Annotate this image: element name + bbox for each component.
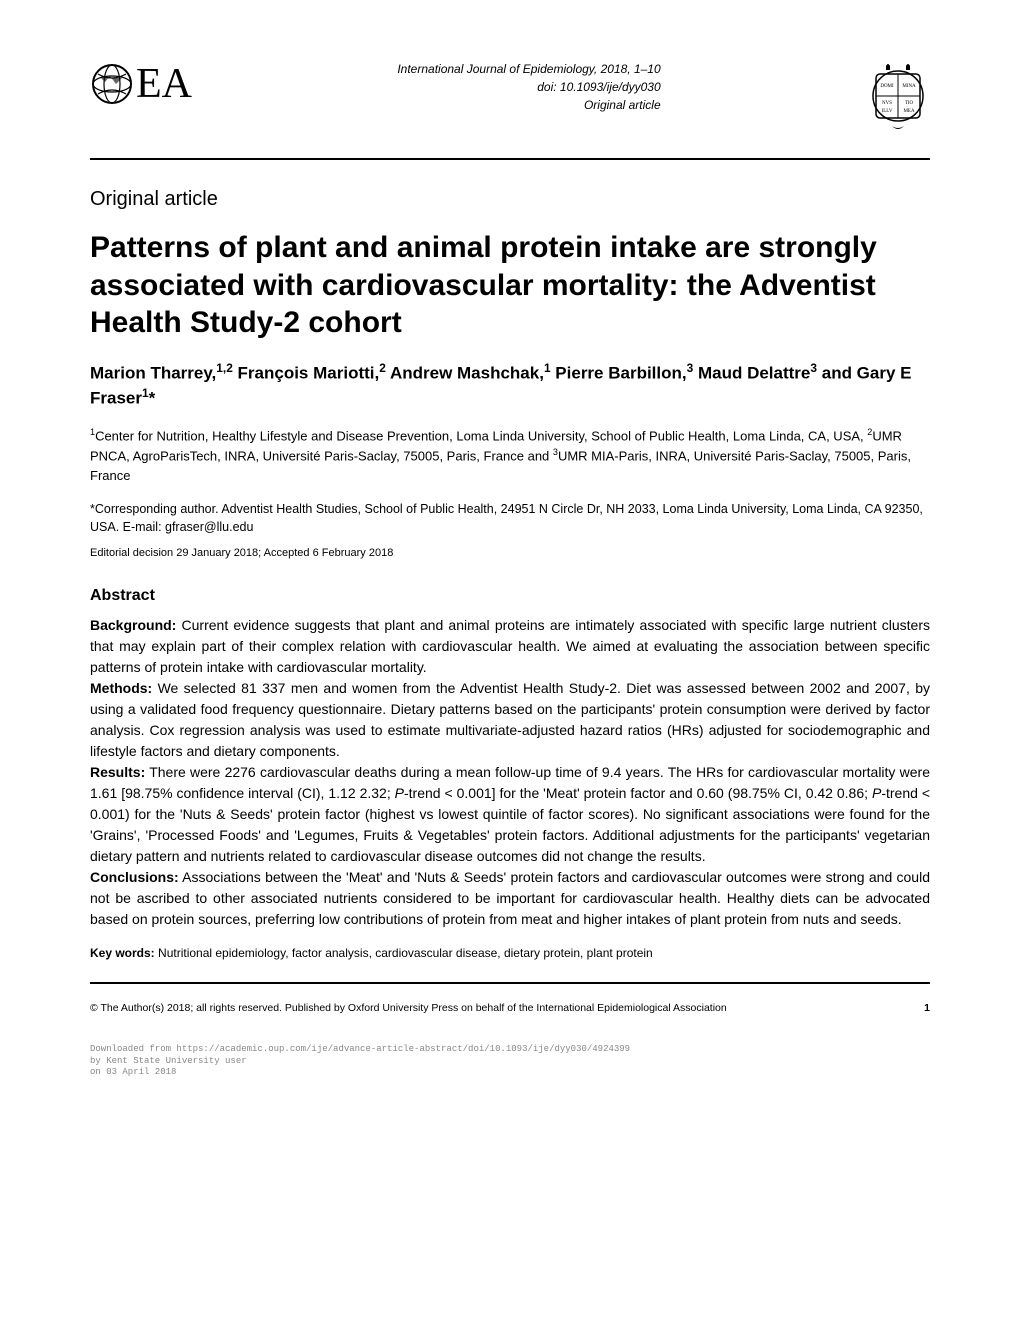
oxford-logo: DOMI MINA NVS TIO ILLV MEA [866, 60, 930, 138]
keywords: Key words: Nutritional epidemiology, fac… [90, 946, 930, 960]
download-info: Downloaded from https://academic.oup.com… [90, 1044, 930, 1079]
iea-letter-e: E [136, 60, 162, 108]
header-row: E A International Journal of Epidemiolog… [90, 60, 930, 138]
keywords-label: Key words: [90, 946, 155, 960]
editorial-dates: Editorial decision 29 January 2018; Acce… [90, 547, 930, 559]
svg-text:MINA: MINA [902, 84, 916, 89]
svg-text:TIO: TIO [905, 101, 914, 106]
header-meta: International Journal of Epidemiology, 2… [397, 60, 660, 114]
svg-text:DOMI: DOMI [880, 84, 894, 89]
journal-name: International Journal of Epidemiology [397, 62, 594, 76]
results-text: There were 2276 cardiovascular deaths du… [90, 764, 930, 864]
journal-citation: International Journal of Epidemiology, 2… [397, 60, 660, 78]
authors: Marion Tharrey,1,2 François Mariotti,2 A… [90, 360, 930, 411]
globe-icon [90, 62, 134, 106]
methods-label: Methods: [90, 680, 152, 696]
download-line2: by Kent State University user [90, 1056, 930, 1068]
background-label: Background: [90, 617, 176, 633]
abstract-body: Background: Current evidence suggests th… [90, 615, 930, 930]
bottom-rule [90, 982, 930, 984]
article-type: Original article [90, 188, 930, 211]
keywords-text: Nutritional epidemiology, factor analysi… [155, 946, 653, 960]
svg-text:NVS: NVS [882, 101, 892, 106]
background-text: Current evidence suggests that plant and… [90, 617, 930, 675]
svg-text:ILLV: ILLV [882, 109, 893, 114]
conclusions-label: Conclusions: [90, 869, 179, 885]
top-rule [90, 158, 930, 160]
download-line3: on 03 April 2018 [90, 1067, 930, 1079]
corresponding-author: *Corresponding author. Adventist Health … [90, 500, 930, 538]
conclusions-text: Associations between the 'Meat' and 'Nut… [90, 869, 930, 927]
affiliations: 1Center for Nutrition, Healthy Lifestyle… [90, 426, 930, 485]
download-line1: Downloaded from https://academic.oup.com… [90, 1044, 930, 1056]
methods-text: We selected 81 337 men and women from th… [90, 680, 930, 759]
article-type-small: Original article [397, 96, 660, 114]
results-label: Results: [90, 764, 145, 780]
abstract-heading: Abstract [90, 587, 930, 605]
year-pages: , 2018, 1–10 [594, 62, 661, 76]
page-number: 1 [924, 1002, 930, 1014]
svg-text:MEA: MEA [903, 109, 915, 114]
iea-logo: E A [90, 60, 192, 108]
article-title: Patterns of plant and animal protein int… [90, 229, 930, 342]
footer-row: © The Author(s) 2018; all rights reserve… [90, 1002, 930, 1014]
doi: doi: 10.1093/ije/dyy030 [397, 78, 660, 96]
copyright: © The Author(s) 2018; all rights reserve… [90, 1002, 727, 1014]
iea-letter-a: A [162, 60, 192, 108]
